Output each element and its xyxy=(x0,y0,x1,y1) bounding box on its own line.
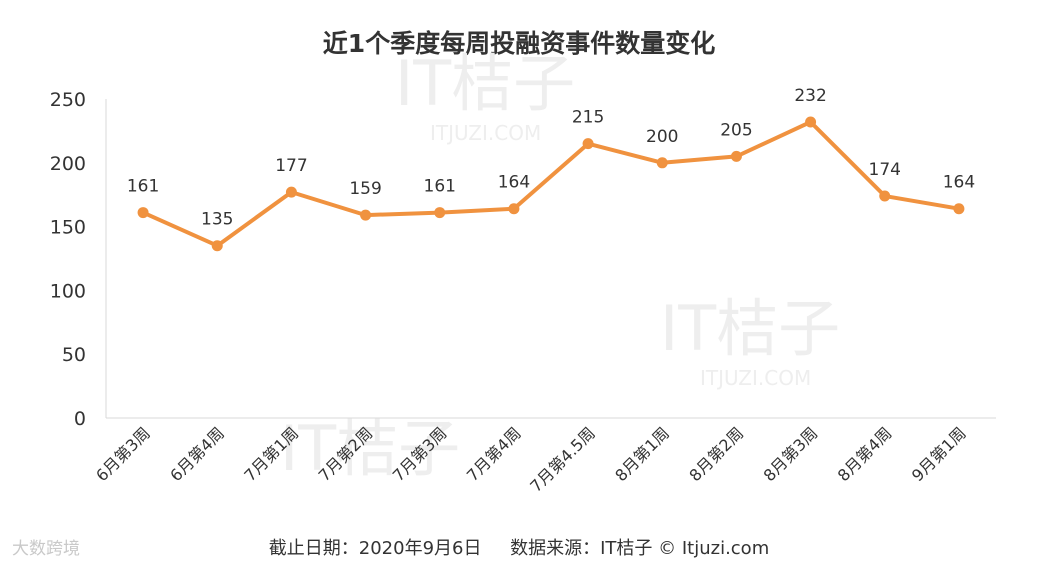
data-label: 135 xyxy=(201,210,233,230)
chart-title: 近1个季度每周投融资事件数量变化 xyxy=(322,29,716,58)
y-tick-label: 150 xyxy=(50,217,86,239)
labels: 161 135 177 159 161 164 215 200 205 232 174 164 xyxy=(127,86,975,230)
data-label: 161 xyxy=(127,177,159,197)
data-label: 177 xyxy=(275,156,307,176)
data-point xyxy=(508,203,520,215)
y-tick-label: 250 xyxy=(50,89,86,111)
watermark-text: IT桔子 xyxy=(280,412,460,485)
data-point xyxy=(434,207,446,219)
y-tick-label: 100 xyxy=(50,280,86,302)
x-tick-label: 7月第4.5周 xyxy=(526,423,599,496)
data-point xyxy=(211,240,223,252)
data-label: 205 xyxy=(720,120,752,140)
x-tick-label: 8月第4周 xyxy=(834,423,896,485)
data-point xyxy=(582,138,594,150)
data-point xyxy=(137,207,149,219)
data-point xyxy=(285,186,297,198)
footer: 截止日期：2020年9月6日 数据来源：IT桔子 © Itjuzi.com xyxy=(0,534,1038,560)
data-label: 232 xyxy=(794,86,826,106)
data-point xyxy=(360,209,372,221)
footer-date: 截止日期：2020年9月6日 xyxy=(268,538,482,559)
watermark-url: ITJUZI.COM xyxy=(430,121,541,145)
watermark-text: IT桔子 xyxy=(395,47,575,120)
y-tick-label: 0 xyxy=(74,408,86,430)
x-tick-label: 8月第2周 xyxy=(685,423,747,485)
watermark-text: IT桔子 xyxy=(660,292,840,365)
data-label: 164 xyxy=(943,173,975,193)
data-label: 174 xyxy=(869,160,901,180)
x-tick-label: 6月第3周 xyxy=(92,423,154,485)
x-tick-label: 6月第4周 xyxy=(166,423,228,485)
x-tick-label: 8月第3周 xyxy=(760,423,822,485)
data-label: 200 xyxy=(646,127,678,147)
data-point xyxy=(656,157,668,169)
data-label: 159 xyxy=(349,179,381,199)
series-line xyxy=(141,120,961,248)
x-tick-label: 9月第1周 xyxy=(908,423,970,485)
x-tick-label: 7月第4周 xyxy=(463,423,525,485)
data-point xyxy=(730,150,742,162)
watermarks: IT桔子 ITJUZI.COM IT桔子 ITJUZI.COM IT桔子 xyxy=(280,47,840,485)
data-point xyxy=(953,203,965,215)
series xyxy=(137,116,965,252)
data-label: 164 xyxy=(498,173,530,193)
corner-logo: 大数跨境 xyxy=(12,539,80,559)
data-label: 215 xyxy=(572,108,604,128)
y-tick-label: 50 xyxy=(62,344,86,366)
data-label: 161 xyxy=(424,177,456,197)
data-point xyxy=(805,116,817,128)
data-point xyxy=(879,190,891,202)
x-tick-label: 8月第1周 xyxy=(611,423,673,485)
footer-source: 数据来源：IT桔子 © Itjuzi.com xyxy=(510,538,770,559)
y-tick-label: 200 xyxy=(50,153,86,175)
watermark-url: ITJUZI.COM xyxy=(700,366,811,390)
